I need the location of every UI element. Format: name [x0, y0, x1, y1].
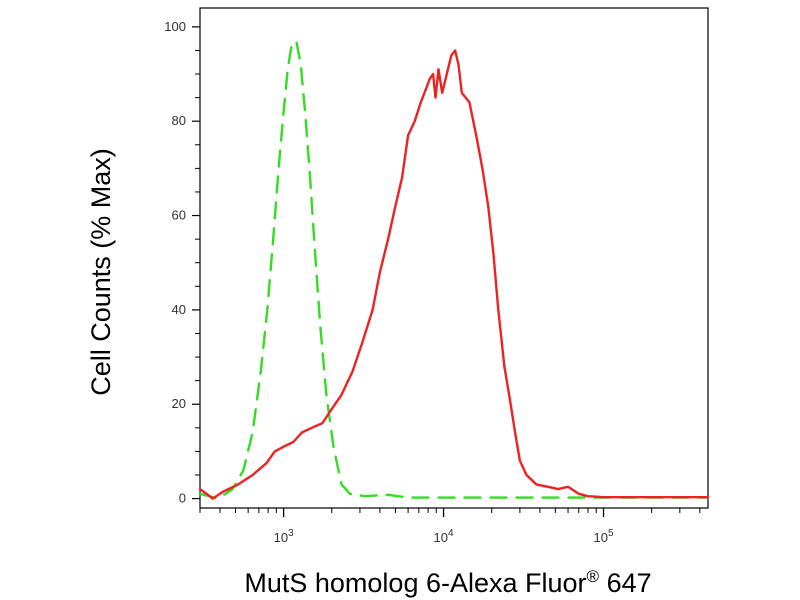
plot-frame [199, 7, 709, 509]
series-layer [198, 39, 710, 500]
x-axis-title-superscript: ® [587, 567, 600, 586]
y-tick-label: 80 [172, 113, 186, 128]
x-tick-label: 105 [594, 528, 614, 545]
y-axis: 0 20 40 60 80 100 [164, 19, 200, 506]
x-axis: 103 104 105 [199, 508, 701, 545]
y-axis-title: Cell Counts (% Max) [86, 148, 116, 396]
x-tick-label: 104 [434, 528, 454, 545]
y-tick-label: 40 [172, 302, 186, 317]
y-tick-label: 0 [179, 491, 186, 506]
y-tick-label: 20 [172, 396, 186, 411]
x-axis-title-suffix: 647 [599, 568, 652, 598]
x-axis-title-main: MutS homolog 6-Alexa Fluor [244, 568, 586, 598]
x-tick-label: 103 [274, 528, 294, 545]
series-line-dashed [198, 39, 710, 500]
y-tick-label: 60 [172, 208, 186, 223]
plot-border [199, 7, 709, 509]
x-axis-title: MutS homolog 6-Alexa Fluor® 647 [244, 567, 651, 598]
y-tick-label: 100 [164, 19, 186, 34]
series-line-solid [198, 49, 710, 500]
